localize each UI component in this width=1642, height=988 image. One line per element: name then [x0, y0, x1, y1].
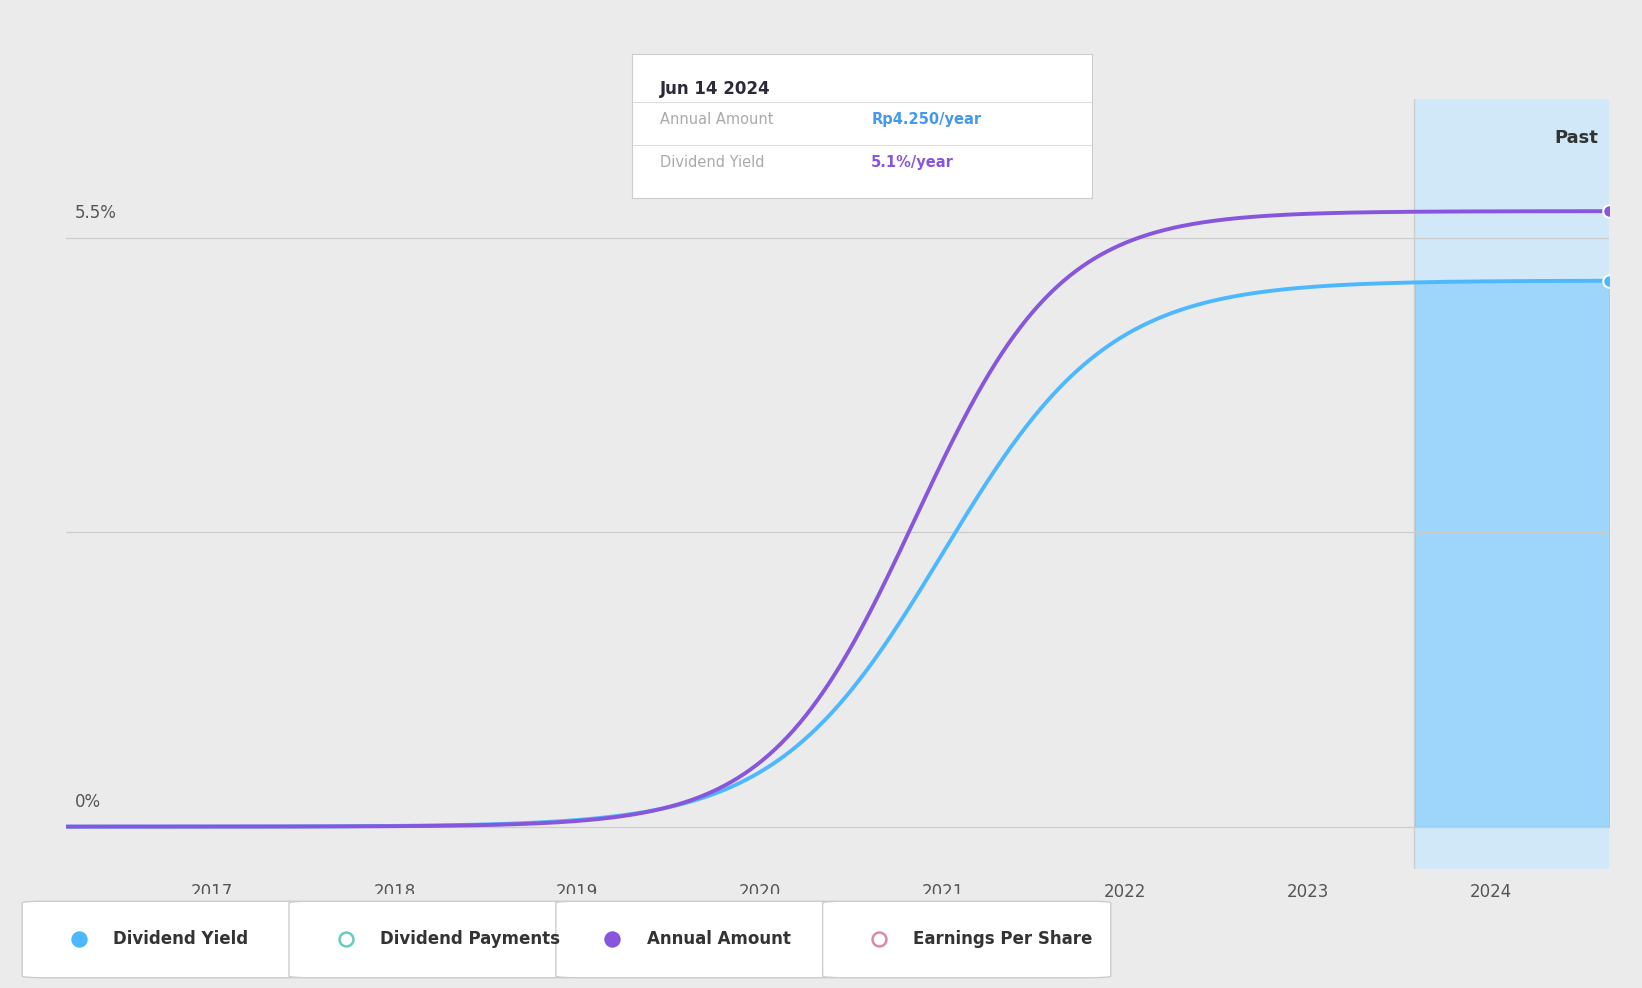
FancyBboxPatch shape [289, 901, 578, 978]
FancyBboxPatch shape [557, 901, 844, 978]
FancyBboxPatch shape [823, 901, 1112, 978]
Text: Annual Amount: Annual Amount [660, 112, 773, 126]
Bar [1414, 99, 1609, 869]
FancyBboxPatch shape [23, 901, 310, 978]
Text: Annual Amount: Annual Amount [647, 930, 790, 947]
Text: Dividend Yield: Dividend Yield [660, 154, 764, 170]
Text: 5.1%/year: 5.1%/year [872, 154, 954, 170]
Text: 0%: 0% [76, 792, 100, 810]
Text: Jun 14 2024: Jun 14 2024 [660, 80, 770, 98]
Text: Past: Past [1555, 129, 1598, 147]
Text: Rp4.250/year: Rp4.250/year [872, 112, 982, 126]
Text: Earnings Per Share: Earnings Per Share [913, 930, 1092, 947]
Text: Dividend Yield: Dividend Yield [113, 930, 248, 947]
Text: Dividend Payments: Dividend Payments [379, 930, 560, 947]
Text: 5.5%: 5.5% [76, 204, 117, 222]
